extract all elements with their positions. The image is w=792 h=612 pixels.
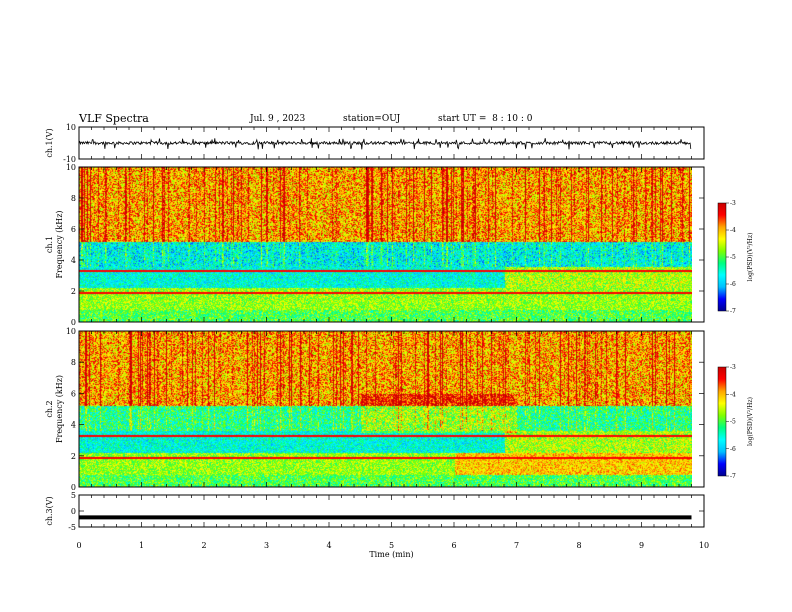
- ch1-waveform-ylabel: ch.1(V): [45, 128, 54, 157]
- x-axis-label: Time (min): [369, 550, 413, 559]
- ch1-y-tick-label: 10: [66, 123, 76, 132]
- ch2-freq-tick-label: 10: [66, 327, 76, 336]
- ch1-freq-ylabel: Frequency (kHz): [55, 210, 64, 278]
- ch1-colorbar-bar: [717, 202, 727, 312]
- ch1-freq-tick-label: 0: [71, 318, 76, 327]
- ch1-colorbar-tick-label: -5: [730, 254, 736, 261]
- x-tick-label: 3: [264, 541, 269, 550]
- x-tick-label: 2: [201, 541, 206, 550]
- ch1-y-tick-label: -10: [63, 155, 76, 164]
- ch2-colorbar-tick-label: -6: [730, 446, 736, 453]
- x-tick-label: 4: [326, 541, 331, 550]
- x-tick-label: 9: [639, 541, 644, 550]
- station-label: station=OUJ: [343, 114, 401, 124]
- ch1-freq-tick-label: 10: [66, 163, 76, 172]
- ch1-colorbar-tick-label: -6: [730, 281, 736, 288]
- ch1-freq-tick-label: 8: [71, 194, 76, 203]
- x-tick-label: 10: [699, 541, 709, 550]
- ch2-freq-ylabel: ch.2: [45, 400, 54, 417]
- ch1-freq-tick-label: 4: [71, 256, 76, 265]
- ch2-colorbar-tick-label: -5: [730, 419, 736, 426]
- ch1-colorbar-tick-label: -3: [730, 200, 736, 207]
- ch2-spectrogram-image: [79, 331, 692, 487]
- ch1-spectrogram-image: [79, 167, 692, 322]
- x-tick-label: 6: [451, 541, 456, 550]
- ch3-y-tick-label: 5: [71, 491, 76, 500]
- ch2-freq-tick-label: 8: [71, 358, 76, 367]
- ch2-freq-ylabel: Frequency (kHz): [55, 375, 64, 443]
- ch2-freq-tick-label: 6: [71, 389, 76, 398]
- ch2-colorbar-tick-label: -4: [730, 391, 736, 398]
- x-tick-label: 5: [389, 541, 394, 550]
- ch2-colorbar-bar: [717, 366, 727, 477]
- ch3-y-tick-label: -5: [68, 523, 76, 532]
- ch1-freq-ylabel: ch.1: [45, 236, 54, 253]
- ch1-colorbar-label: log(PSD)(V²/Hz): [747, 233, 754, 282]
- x-tick-label: 8: [576, 541, 581, 550]
- x-tick-label: 1: [139, 541, 144, 550]
- ch1-colorbar-tick-label: -7: [730, 308, 736, 315]
- ch1-colorbar-tick-label: -4: [730, 227, 736, 234]
- ch1-waveform-line: [78, 138, 692, 150]
- ch2-colorbar-tick-label: -7: [730, 473, 736, 480]
- ch2-freq-tick-label: 4: [71, 421, 76, 430]
- ch2-colorbar-label: log(PSD)(V²/Hz): [747, 397, 754, 446]
- ch1-freq-tick-label: 2: [71, 287, 76, 296]
- ch2-freq-tick-label: 0: [71, 483, 76, 492]
- ch3-y-tick-label: 0: [71, 507, 76, 516]
- ch3-waveform-ylabel: ch.3(V): [45, 496, 54, 525]
- x-tick-label: 7: [514, 541, 519, 550]
- ch1-freq-tick-label: 6: [71, 225, 76, 234]
- start-ut-label: start UT = 8 : 10 : 0: [438, 114, 533, 124]
- date-label: Jul. 9 , 2023: [250, 114, 306, 124]
- ch2-colorbar-tick-label: -3: [730, 364, 736, 371]
- chart-title: VLF Spectra: [79, 112, 149, 125]
- x-tick-label: 0: [76, 541, 81, 550]
- ch2-freq-tick-label: 2: [71, 452, 76, 461]
